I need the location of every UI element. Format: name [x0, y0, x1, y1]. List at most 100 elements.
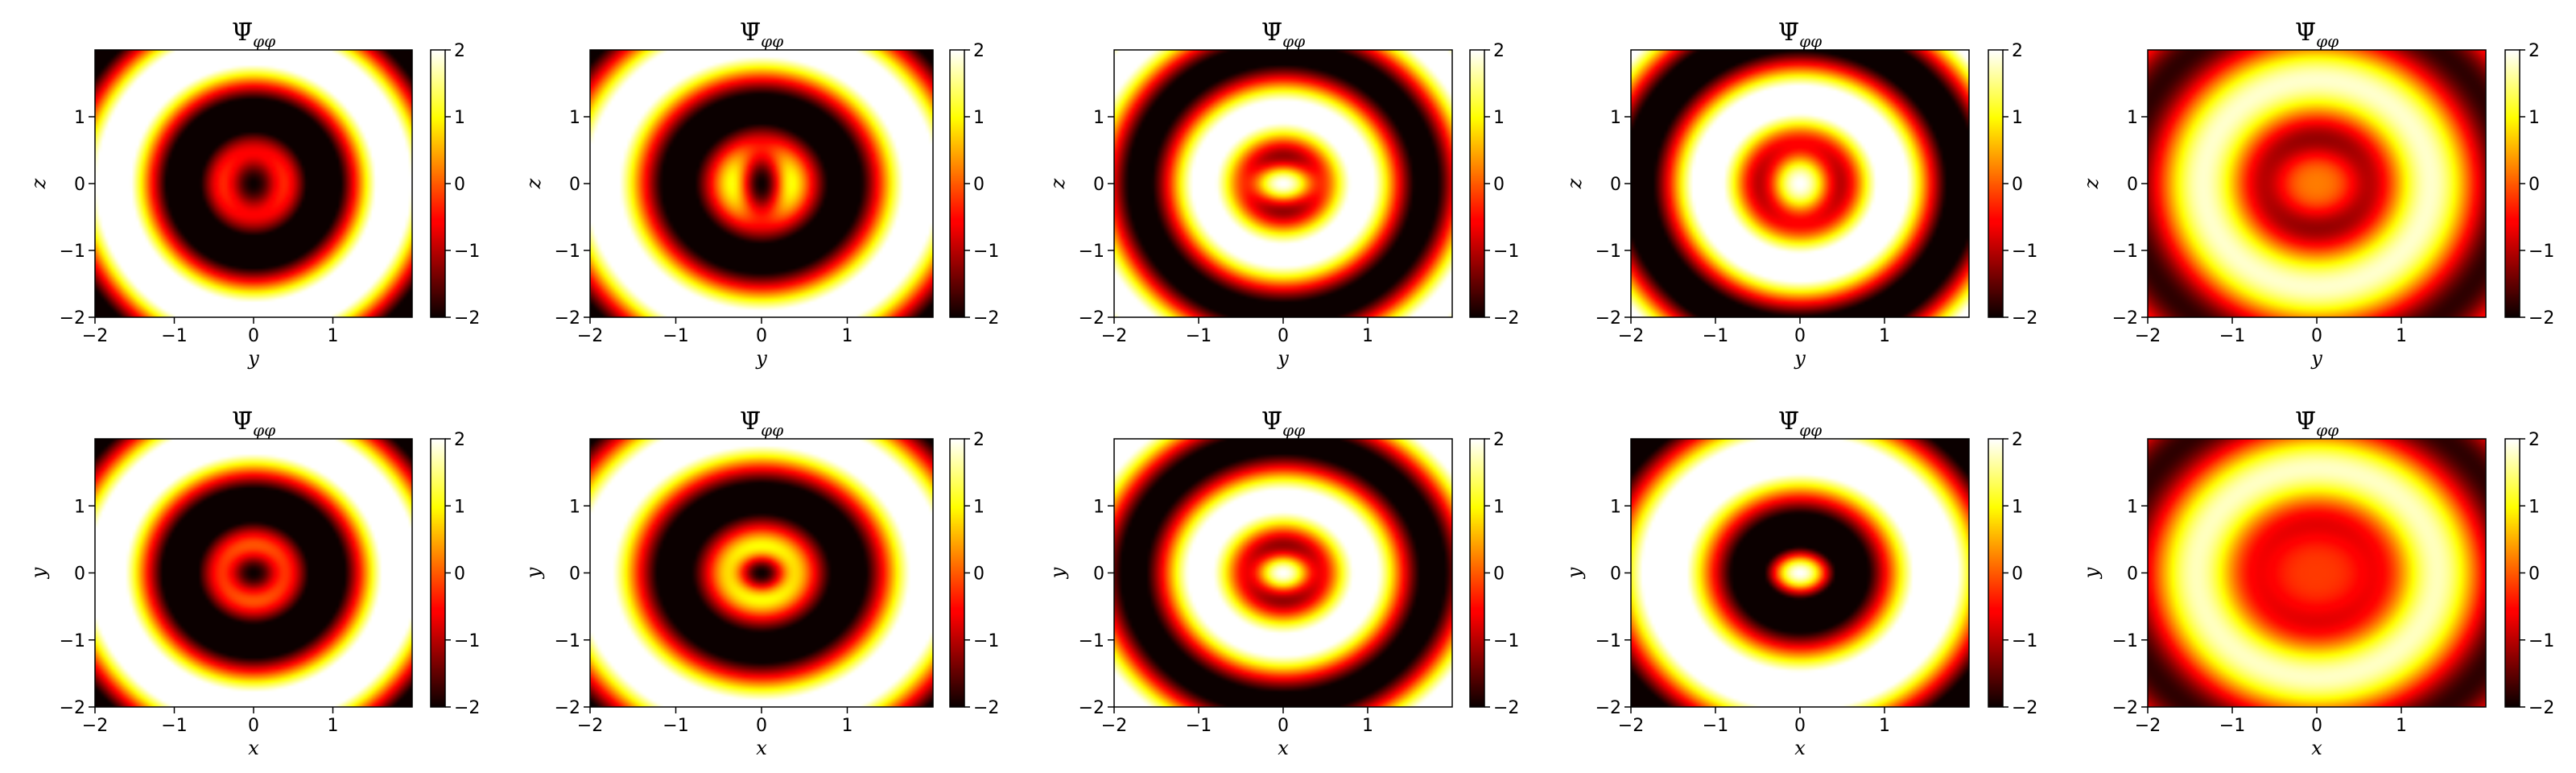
y-tick-label: −2	[1596, 308, 1621, 329]
y-tick-label: 1	[569, 108, 580, 128]
x-tick-label: −2	[82, 326, 108, 346]
colorbar-tick-label: 1	[973, 108, 985, 128]
y-axis-label: y	[1563, 567, 1586, 579]
panel-title: Ψ̄φφ	[1261, 19, 1305, 51]
x-tick-label: −1	[1186, 716, 1212, 736]
colorbar-gradient	[431, 439, 445, 707]
y-tick-label: 0	[569, 564, 580, 585]
heatmap-panel-2: Ψ̄φφ −2 −1 0 1 −2 −1 0 1 y z −2 −1 0 1 2	[522, 19, 999, 370]
y-tick-label: 1	[1610, 497, 1621, 517]
colorbar-gradient	[431, 50, 445, 317]
colorbar-gradient	[1470, 439, 1484, 707]
colorbar-gradient	[950, 439, 964, 707]
x-tick-label: 1	[328, 326, 339, 346]
y-tick-label: −1	[555, 631, 580, 651]
y-tick-label: −1	[60, 242, 85, 262]
colorbar-tick-label: 0	[973, 175, 985, 195]
x-tick-label: 1	[1362, 326, 1373, 346]
x-tick-label: −2	[82, 716, 108, 736]
y-tick-label: 0	[1093, 175, 1104, 195]
colorbar-tick-label: 0	[973, 564, 985, 585]
x-tick-label: 1	[1362, 716, 1373, 736]
x-tick-label: −2	[577, 716, 603, 736]
colorbar: −2 −1 0 1 2	[430, 430, 480, 718]
y-axis-label: z	[1046, 178, 1069, 189]
y-tick-label: −1	[1596, 631, 1621, 651]
colorbar-gradient	[1470, 50, 1484, 317]
x-tick-label: −1	[663, 326, 688, 346]
y-axis-label: y	[27, 567, 50, 579]
x-tick-label: −2	[1618, 716, 1644, 736]
colorbar-gradient	[2505, 50, 2520, 317]
colorbar-tick-label: 2	[2012, 41, 2023, 61]
colorbar-tick-label: 1	[454, 108, 465, 128]
x-axis-label: x	[756, 737, 767, 759]
x-tick-label: 0	[2311, 326, 2322, 346]
panel-title: Ψ̄φφ	[232, 19, 275, 51]
colorbar-tick-label: −1	[2012, 242, 2037, 262]
x-tick-label: −2	[1101, 326, 1127, 346]
colorbar: −2 −1 0 1 2	[949, 430, 999, 718]
y-tick-label: −2	[555, 308, 580, 329]
colorbar-tick-label: 0	[2529, 564, 2540, 585]
colorbar-tick-label: −1	[454, 631, 480, 651]
colorbar-tick-label: 1	[2529, 497, 2540, 517]
colorbar-tick-label: −1	[1493, 631, 1519, 651]
y-tick-label: 1	[1093, 108, 1104, 128]
x-tick-label: 1	[1879, 326, 1890, 346]
colorbar-tick-label: −2	[973, 698, 999, 718]
y-axis-label: z	[2080, 178, 2103, 189]
colorbar: −2 −1 0 1 2	[430, 41, 480, 329]
panel-title: Ψ̄φφ	[1261, 407, 1305, 440]
x-tick-label: 0	[248, 716, 259, 736]
x-tick-label: −2	[1101, 716, 1127, 736]
colorbar-tick-label: −1	[2012, 631, 2037, 651]
panel-title: Ψ̄φφ	[1778, 19, 1822, 51]
colorbar-tick-label: 2	[973, 41, 985, 61]
x-tick-label: 0	[756, 326, 767, 346]
colorbar-gradient	[950, 50, 964, 317]
panel-title: Ψ̄φφ	[232, 407, 275, 440]
x-axis-label: x	[1278, 737, 1289, 759]
x-tick-label: −1	[2219, 326, 2245, 346]
x-tick-label: −1	[1703, 326, 1728, 346]
y-tick-label: −2	[1079, 698, 1104, 718]
x-tick-label: 0	[1794, 326, 1806, 346]
x-tick-label: 0	[2311, 716, 2322, 736]
colorbar-tick-label: 2	[2012, 430, 2023, 450]
heatmap-panel-1: Ψ̄φφ −2 −1 0 1 −2 −1 0 1 y z −2 −1 0 1 2	[27, 19, 480, 370]
colorbar-tick-label: −2	[2529, 698, 2554, 718]
colorbar-tick-label: −1	[973, 631, 999, 651]
heatmap-panel-8: Ψ̄φφ −2 −1 0 1 −2 −1 0 1 x y −2 −1 0 1 2	[1046, 407, 1519, 759]
panel-title: Ψ̄φφ	[1778, 407, 1822, 440]
colorbar-tick-label: 1	[2012, 497, 2023, 517]
colorbar-tick-label: −2	[973, 308, 999, 329]
y-tick-label: 0	[74, 175, 85, 195]
colorbar-tick-label: −2	[2012, 698, 2037, 718]
y-tick-label: 1	[2127, 108, 2138, 128]
x-axis-label: y	[247, 347, 259, 370]
y-tick-label: −2	[555, 698, 580, 718]
colorbar-tick-label: 1	[454, 497, 465, 517]
colorbar-tick-label: 2	[454, 41, 465, 61]
x-tick-label: −1	[161, 716, 187, 736]
colorbar-tick-label: 0	[2012, 564, 2023, 585]
panel-title: Ψ̄φφ	[2295, 407, 2339, 440]
y-tick-label: 0	[74, 564, 85, 585]
x-axis-label: x	[2311, 737, 2322, 759]
heatmap-image	[2148, 439, 2486, 707]
y-tick-label: 1	[1093, 497, 1104, 517]
colorbar-tick-label: −1	[2529, 242, 2554, 262]
colorbar-tick-label: 2	[973, 430, 985, 450]
x-tick-label: −2	[577, 326, 603, 346]
heatmap-panel-5: Ψ̄φφ −2 −1 0 1 −2 −1 0 1 y z −2 −1 0 1 2	[2080, 19, 2554, 370]
heatmap-panel-3: Ψ̄φφ −2 −1 0 1 −2 −1 0 1 y z −2 −1 0 1 2	[1046, 19, 1519, 370]
heatmap-panel-10: Ψ̄φφ −2 −1 0 1 −2 −1 0 1 x y −2 −1 0 1 2	[2080, 407, 2554, 759]
colorbar-tick-label: −2	[454, 698, 480, 718]
heatmap-image	[590, 439, 933, 707]
colorbar-tick-label: −2	[454, 308, 480, 329]
x-tick-label: −1	[161, 326, 187, 346]
x-tick-label: −1	[663, 716, 688, 736]
colorbar-tick-label: 1	[1493, 108, 1505, 128]
